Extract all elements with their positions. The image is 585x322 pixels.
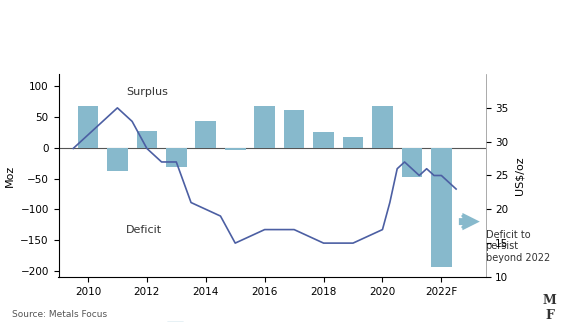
Bar xyxy=(431,148,452,267)
Text: Deficit to
persist
beyond 2022: Deficit to persist beyond 2022 xyxy=(486,230,550,263)
Y-axis label: US$/oz: US$/oz xyxy=(514,156,524,195)
Bar xyxy=(136,131,157,148)
Bar xyxy=(284,110,304,148)
Bar xyxy=(166,148,187,167)
Bar xyxy=(107,148,128,171)
Bar xyxy=(372,106,393,148)
Text: Source: Metals Focus: Source: Metals Focus xyxy=(12,310,107,319)
Bar xyxy=(402,148,422,177)
Text: Deficit: Deficit xyxy=(126,225,163,235)
Text: Surplus: Surplus xyxy=(126,87,168,98)
Bar xyxy=(78,106,98,148)
Bar xyxy=(343,137,363,148)
Legend: Balance, Silver Price: Balance, Silver Price xyxy=(162,317,339,322)
Bar xyxy=(254,106,275,148)
Text: 2022 generates a multi-decade high deficit of 194Moz: 2022 generates a multi-decade high defic… xyxy=(12,24,459,39)
Bar xyxy=(195,121,216,148)
Text: M
F: M F xyxy=(543,294,557,321)
Bar xyxy=(313,132,334,148)
Y-axis label: Moz: Moz xyxy=(5,164,15,187)
Bar xyxy=(225,148,246,150)
